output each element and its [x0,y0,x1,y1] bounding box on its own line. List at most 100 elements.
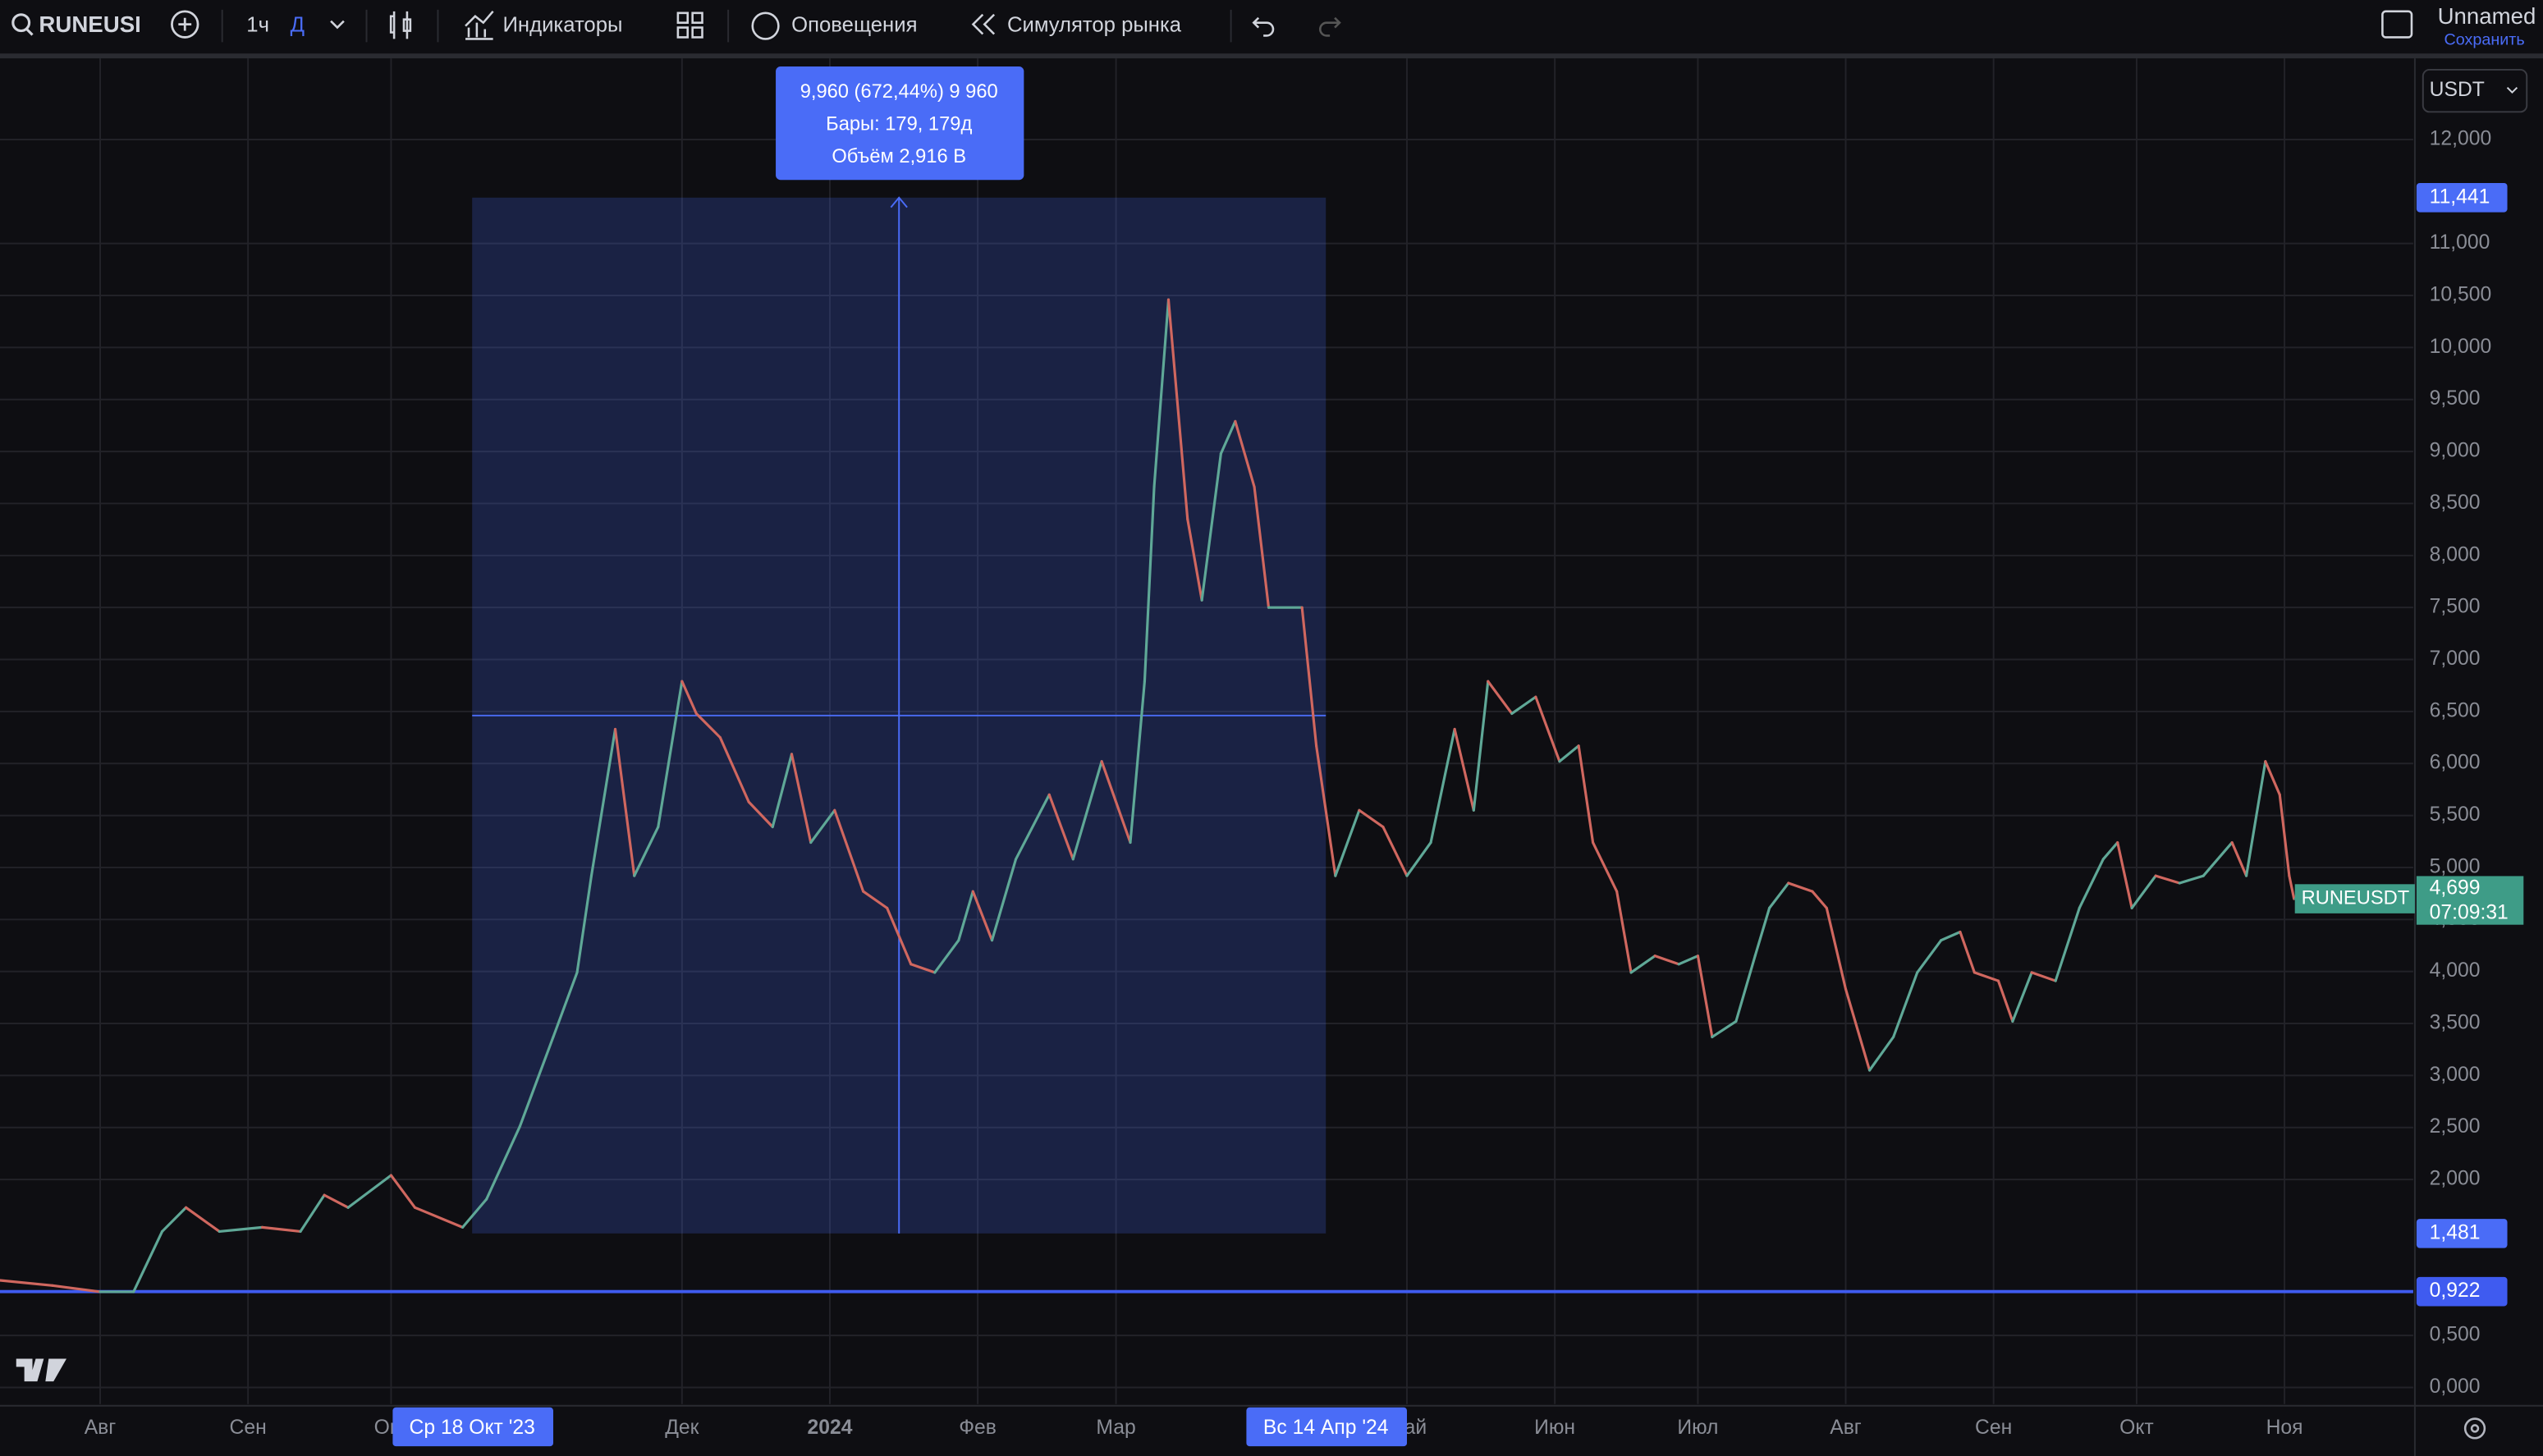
price-segment [260,1225,302,1234]
tv-logo [16,1358,67,1382]
add-symbol[interactable] [171,10,199,39]
x-tick-label: Мар [1096,1417,1135,1439]
price-segment [1253,485,1271,609]
price-segment [1558,744,1580,763]
interval-active[interactable]: Д [291,13,305,36]
indicators[interactable]: Индикаторы [502,13,622,36]
price-segment [1844,987,1872,1072]
price-segment [1234,419,1256,488]
save[interactable]: Сохранить [2444,31,2524,49]
y-tick-label: 8,500 [2430,492,2481,514]
price-segment [910,963,937,974]
price-segment [2130,874,2157,909]
currency-dropdown [2506,86,2518,94]
price-segment [790,753,813,845]
currency-select[interactable] [2422,68,2528,113]
search-icon[interactable] [11,13,31,33]
x-tick-label: Сен [230,1417,267,1439]
price-segment [2288,874,2296,900]
add-symbol-icon [178,17,192,31]
toolbar: RUNEUSDT 1ч Д Индикаторы Оповещения Симу… [0,0,2543,59]
time-badge [1246,1407,1408,1447]
price-segment [2178,874,2205,885]
currency[interactable]: USDT [2430,79,2485,101]
price-segment [132,1229,164,1293]
measure-tooltip-line: Объём 2,916 B [832,146,966,167]
price-segment [2030,971,2057,982]
settings[interactable] [2463,1417,2486,1440]
price-segment [1358,808,1385,829]
price-segment [2101,840,2119,861]
price-segment [1143,485,1156,683]
price-segment [552,971,579,1039]
indicators-icon[interactable] [465,10,494,40]
price-segment [1677,955,1699,966]
x-tick-label: Авг [85,1417,117,1439]
x-tick-label: Дек [665,1417,699,1439]
price-segment [1219,419,1237,456]
search-icon [25,28,34,36]
y-tick-label: 6,000 [2430,752,2481,774]
toolbar-border [0,53,2543,59]
price-segment [680,680,698,715]
price-segment [1129,680,1147,845]
price-segment [2230,840,2248,877]
x-tick-label: 2024 [808,1417,853,1439]
price-segment [1825,906,1848,991]
replay-icon[interactable] [971,13,996,35]
y-tick-label: 8,000 [2430,543,2481,565]
price-segment [160,1206,188,1234]
layout-name[interactable]: Unnamed [2438,3,2536,29]
layout-icon[interactable] [2381,10,2413,39]
symbol[interactable]: RUNEUSDT [39,11,165,37]
price-segment [1916,939,1943,974]
price-segment [1429,727,1456,845]
chart-type[interactable] [389,11,412,39]
price-segment [2116,840,2133,909]
alerts[interactable]: Оповещения [791,13,917,36]
y-tick-label: 2,500 [2430,1115,2481,1138]
price-segment [589,727,617,877]
price-segment [613,727,636,877]
y-tick-label: 4,000 [2430,959,2481,982]
templates[interactable] [676,11,703,39]
price-segment [218,1225,264,1234]
price-segment [1315,744,1337,877]
price-segment [1711,1019,1738,1039]
logo-mark [16,1358,44,1382]
price-segment [2202,840,2234,877]
price-badge-label: 0,922 [2430,1280,2481,1302]
last-price-badge [2416,876,2524,925]
price-segment [633,825,660,877]
price-segment [718,735,750,804]
replay[interactable]: Симулятор рынка [1007,13,1182,36]
price-segment [1014,793,1051,861]
price-segment [1166,298,1189,521]
price-segment [1734,955,1757,1023]
interval-dropdown[interactable] [330,20,345,30]
y-tick-label: 2,000 [2430,1168,2481,1190]
price-segment [413,1206,465,1229]
price-badge [2416,1276,2508,1307]
alerts-icon[interactable] [751,11,780,40]
price-segment [1696,955,1714,1039]
measure-tooltip-line: Бары: 179, 179д [826,113,972,135]
interval[interactable]: 1ч [246,13,269,36]
price-segment [990,858,1018,942]
price-segment [1892,971,1919,1039]
price-segment [2278,793,2291,877]
undo[interactable] [1252,16,1275,37]
x-tick-label: Авг [1830,1417,1862,1439]
price-segment [1200,452,1222,602]
price-badge-label: 1,481 [2430,1221,2481,1243]
price-segment [1047,793,1074,861]
redo[interactable] [1319,16,1341,37]
price-segment [1811,890,1828,909]
price-segment [1767,881,1790,909]
x-tick-label: Окт [2119,1417,2154,1439]
measure-arrow [890,196,908,208]
toolbar-bg [0,0,2543,54]
